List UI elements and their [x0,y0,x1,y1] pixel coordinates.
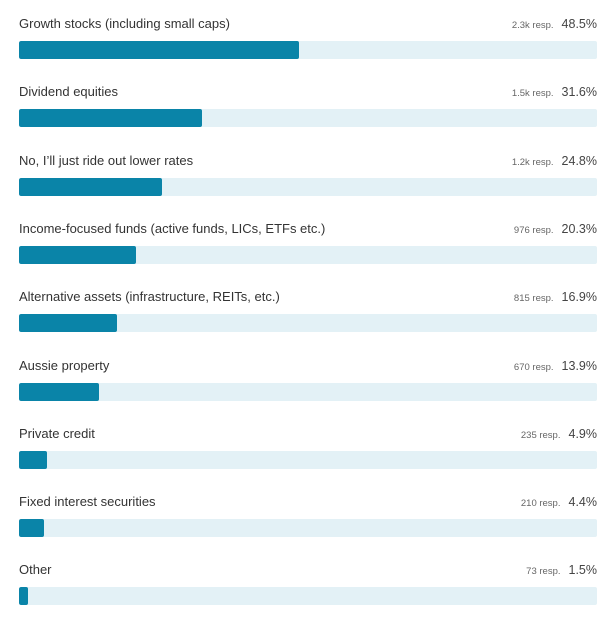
bar-track [19,41,597,59]
percentage-label: 48.5% [561,17,597,31]
response-count: 235 resp. [520,429,561,441]
poll-option-header: Growth stocks (including small caps) 2.3k… [19,14,597,34]
option-label: Growth stocks (including small caps) [19,16,230,31]
response-count: 2.3k resp. [511,20,554,31]
percentage-label: 1.5% [568,563,598,578]
poll-option-row: Dividend equities 1.5k resp. 31.6% [19,82,597,130]
option-stats: 73 resp. 1.5% [526,560,597,580]
response-count: 1.5k resp. [511,88,554,100]
bar-fill [19,450,48,469]
bar-fill [19,41,300,59]
bar-fill [19,587,28,606]
poll-option-row: Fixed interest securities 210 resp. 4.4% [19,492,597,540]
option-label: Aussie property [19,357,110,373]
percentage-label: 13.9% [561,358,597,373]
bar-fill [19,519,45,538]
option-stats: 976 resp. 20.3% [514,219,597,239]
option-stats: 2.3k resp. 48.5% [512,14,597,34]
option-stats: 235 resp. 4.9% [521,424,597,444]
poll-option-row: No, I’ll just ride out lower rates 1.2k r… [19,151,597,199]
response-count: 976 resp. [513,224,554,236]
option-stats: 1.5k resp. 31.6% [512,82,597,102]
option-label: Private credit [19,425,95,441]
bar-track [19,245,597,264]
poll-option-header: No, I’ll just ride out lower rates 1.2k r… [19,151,597,171]
poll-option-header: Fixed interest securities 210 resp. 4.4% [19,492,597,512]
bar-track [19,587,597,606]
poll-option-row: Income-focused funds (active funds, LICs… [19,219,597,267]
poll-option-header: Private credit 235 resp. 4.9% [19,424,597,444]
bar-track [19,109,597,128]
percentage-label: 20.3% [561,221,597,236]
bar-fill [19,245,137,264]
bar-fill [19,314,117,333]
option-label: Fixed interest securities [19,494,156,510]
option-stats: 815 resp. 16.9% [514,287,597,307]
poll-option-row: Aussie property 670 resp. 13.9% [19,356,597,404]
bar-track [19,519,597,538]
option-label: Alternative assets (infrastructure, REIT… [19,289,280,305]
poll-option-header: Alternative assets (infrastructure, REIT… [19,287,597,307]
option-stats: 1.2k resp. 24.8% [512,151,597,171]
option-label: Dividend equities [19,84,119,100]
poll-option-row: Private credit 235 resp. 4.9% [19,424,597,472]
bar-fill [19,382,100,401]
response-count: 1.2k resp. [511,156,554,168]
percentage-label: 16.9% [561,290,597,305]
poll-option-header: Income-focused funds (active funds, LICs… [19,219,597,239]
poll-option-header: Dividend equities 1.5k resp. 31.6% [19,82,597,102]
response-count: 815 resp. [513,293,554,305]
option-stats: 670 resp. 13.9% [514,356,597,376]
poll-option-row: Alternative assets (infrastructure, REIT… [19,287,597,335]
bar-fill [19,177,163,196]
option-label: No, I’ll just ride out lower rates [19,152,194,168]
poll-option-header: Other 73 resp. 1.5% [19,560,597,580]
bar-track [19,382,597,401]
response-count: 73 resp. [526,566,561,578]
bar-fill [19,109,202,128]
option-label: Other [19,562,52,578]
poll-option-row: Other 73 resp. 1.5% [19,560,597,608]
response-count: 210 resp. [520,498,561,510]
bar-track [19,450,597,469]
percentage-label: 31.6% [561,85,597,100]
poll-option-header: Aussie property 670 resp. 13.9% [19,356,597,376]
response-count: 670 resp. [513,361,554,373]
poll-option-row: Growth stocks (including small caps) 2.3k… [19,14,597,62]
percentage-label: 4.9% [568,426,598,441]
bar-track [19,177,597,196]
option-label: Income-focused funds (active funds, LICs… [19,220,326,236]
percentage-label: 24.8% [561,153,597,168]
option-stats: 210 resp. 4.4% [521,492,597,512]
bar-track [19,314,597,333]
percentage-label: 4.4% [568,495,598,510]
